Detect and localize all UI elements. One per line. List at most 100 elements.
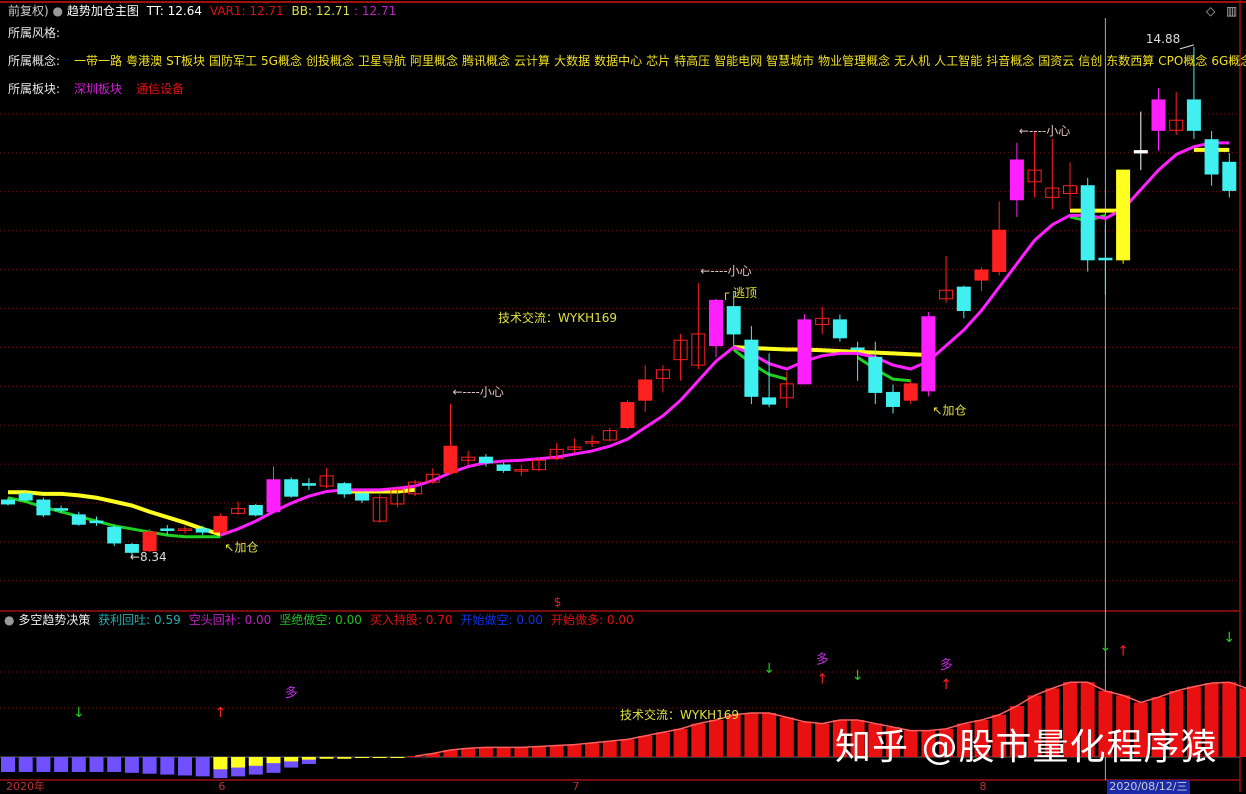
escape-top-label: ┌ 逃顶 (722, 286, 757, 300)
var1-value: VAR1: 12.71 (209, 4, 284, 18)
concept-tag[interactable]: 智能电网 (714, 54, 763, 68)
concept-tag[interactable]: 粤港澳 (126, 54, 163, 68)
lower-indicator-value: 获利回吐: 0.59 (98, 613, 181, 627)
candle-body (372, 497, 387, 522)
candle-body (974, 269, 989, 281)
candle-body (1222, 161, 1237, 191)
oscillator-bar-red (709, 720, 723, 757)
candle-body (1116, 169, 1131, 261)
candle-body (461, 456, 476, 461)
oscillator-bar-yellow (355, 757, 369, 758)
oscillator-bar-blue (142, 757, 157, 774)
concept-tag[interactable]: 大数据 (554, 54, 591, 68)
contact-label: 技术交流：WYKH169 (498, 311, 617, 325)
oscillator-bar-red (886, 727, 900, 757)
concept-tag[interactable]: 一带一路 (74, 54, 123, 68)
concept-tag[interactable]: 物业管理概念 (818, 54, 891, 68)
concept-tag[interactable]: 东数西算 (1106, 54, 1155, 68)
oscillator-bar-red (974, 720, 989, 757)
candle-body (673, 339, 688, 361)
candle-body (319, 475, 334, 487)
concept-tag[interactable]: 卫星导航 (358, 54, 407, 68)
candle-body (107, 526, 122, 544)
lower-indicator-value: 开始做多: 0.00 (551, 613, 634, 627)
oscillator-bar-red (779, 717, 794, 757)
trend-line (219, 141, 1230, 537)
oscillator-bar-red (620, 739, 635, 757)
oscillator-bar-red (1098, 691, 1113, 757)
concept-tag[interactable]: 抖音概念 (986, 54, 1035, 68)
candle-body (744, 339, 759, 397)
candle-body (355, 493, 369, 501)
lower-indicator-header: ● 多空趋势决策 获利回吐: 0.59 空头回补: 0.00 坚绝做空: 0.00 买… (4, 613, 642, 627)
concept-tag[interactable]: 6G概念 (1211, 54, 1246, 68)
contact-label-lower: 技术交流：WYKH169 (620, 708, 739, 722)
oscillator-bar-red (1063, 682, 1077, 757)
candle-body (1080, 185, 1095, 261)
oscillator-bar-red (602, 741, 617, 757)
concept-tag[interactable]: 5G概念 (261, 54, 302, 68)
oscillator-bar-yellow (266, 757, 281, 764)
oscillator-bar-red (1222, 682, 1237, 757)
panel-toggle-icon[interactable]: ▥ (1226, 4, 1238, 18)
cursor-date: 2020/08/12/三 (1107, 780, 1190, 794)
oscillator-bar-blue (36, 757, 51, 772)
candle-body (266, 479, 281, 513)
concept-tag[interactable]: CPO概念 (1158, 54, 1208, 68)
candle-body (921, 316, 936, 392)
candle-body (620, 402, 635, 429)
candle-body (301, 483, 316, 486)
chart-header: 前复权) ● 趋势加仓主图 TT: 12.64 VAR1: 12.71 BB: … (8, 4, 396, 18)
candle-body (514, 469, 529, 472)
candle-body (549, 448, 564, 460)
sell-arrow-icon: ↓ (1100, 639, 1112, 655)
high-arrow-icon (1179, 44, 1195, 50)
candle-body (142, 531, 157, 552)
candle-body (1169, 119, 1184, 131)
concept-tag[interactable]: 阿里概念 (410, 54, 459, 68)
candle-body (762, 397, 777, 405)
oscillator-bar-yellow (248, 757, 263, 766)
concept-tag[interactable]: 信创 (1078, 54, 1103, 68)
concept-tag[interactable]: 智慧城市 (766, 54, 815, 68)
indicator-toggle-icon[interactable]: ● (52, 4, 63, 18)
candle-body (195, 528, 210, 533)
concept-tag[interactable]: 国防军工 (209, 54, 258, 68)
style-label: 所属风格: (8, 26, 61, 40)
buy-arrow-icon: ↑ (1117, 643, 1129, 659)
diamond-icon[interactable]: ◇ (1206, 4, 1216, 18)
concept-tag[interactable]: 特高压 (674, 54, 711, 68)
oscillator-bar-red (868, 723, 883, 757)
adjust-mode[interactable]: 前复权) (8, 4, 49, 18)
concept-tag[interactable]: 数据中心 (594, 54, 643, 68)
x-axis-label: 2020年 (6, 780, 45, 793)
oscillator-bar-blue (71, 757, 86, 772)
oscillator-bar-yellow (390, 757, 405, 758)
concept-tag[interactable]: 国资云 (1038, 54, 1075, 68)
concept-tag[interactable]: 芯片 (646, 54, 671, 68)
oscillator-bar-blue (178, 757, 192, 776)
concept-tag[interactable]: 创投概念 (305, 54, 354, 68)
oscillator-bar-red (1045, 688, 1060, 757)
concept-tag[interactable]: ST板块 (166, 54, 206, 68)
oscillator-bar-red (1151, 697, 1166, 757)
x-axis: 2020年 6 7 8 2020/08/12/三 (0, 780, 1246, 794)
concept-tag[interactable]: 腾讯概念 (462, 54, 511, 68)
oscillator-bar-yellow (337, 757, 352, 759)
oscillator-bar-red (832, 720, 847, 757)
indicator-toggle-icon[interactable]: ● (4, 613, 15, 627)
oscillator-bar-blue (301, 757, 316, 765)
oscillator-bar-yellow (213, 757, 228, 770)
concept-tag[interactable]: 云计算 (514, 54, 551, 68)
sector-tag[interactable]: 深圳板块 (74, 82, 123, 96)
oscillator-bar-red (408, 756, 423, 758)
oscillator-bar-red (921, 730, 936, 757)
sell-arrow-icon: ↓ (852, 668, 864, 684)
lower-indicator-name[interactable]: 多空趋势决策 (18, 613, 91, 627)
concept-tag[interactable]: 人工智能 (934, 54, 983, 68)
indicator-name[interactable]: 趋势加仓主图 (66, 4, 139, 18)
sector-tag[interactable]: 通信设备 (136, 82, 185, 96)
oscillator-bar-yellow (231, 757, 246, 768)
concept-tag[interactable]: 无人机 (894, 54, 931, 68)
